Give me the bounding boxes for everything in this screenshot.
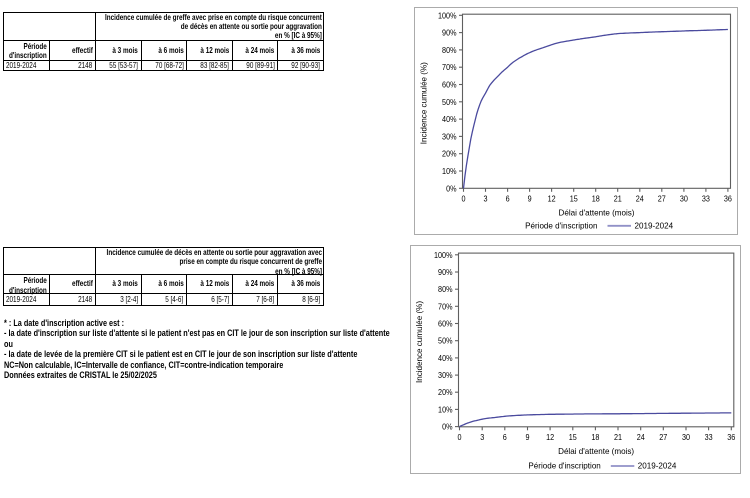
svg-text:40%: 40% xyxy=(442,115,456,125)
svg-text:0: 0 xyxy=(461,194,466,204)
svg-text:27: 27 xyxy=(657,194,665,204)
svg-text:9: 9 xyxy=(525,432,529,442)
svg-text:Période d'inscription: Période d'inscription xyxy=(525,220,598,230)
svg-text:60%: 60% xyxy=(442,80,456,90)
svg-text:33: 33 xyxy=(701,194,710,204)
svg-text:20%: 20% xyxy=(442,149,456,159)
svg-text:24: 24 xyxy=(635,194,644,204)
svg-text:30: 30 xyxy=(679,194,688,204)
svg-text:80%: 80% xyxy=(438,284,452,294)
svg-text:36: 36 xyxy=(723,194,732,204)
svg-text:15: 15 xyxy=(568,432,577,442)
svg-text:Délai d'attente (mois): Délai d'attente (mois) xyxy=(558,446,634,456)
svg-text:21: 21 xyxy=(613,194,621,204)
svg-text:0%: 0% xyxy=(446,184,456,194)
svg-text:12: 12 xyxy=(547,194,555,204)
svg-text:90%: 90% xyxy=(438,267,452,277)
svg-text:18: 18 xyxy=(591,432,600,442)
svg-text:100%: 100% xyxy=(438,11,456,21)
svg-text:36: 36 xyxy=(727,432,736,442)
svg-text:10%: 10% xyxy=(438,405,452,415)
svg-text:12: 12 xyxy=(546,432,554,442)
svg-text:3: 3 xyxy=(480,432,485,442)
svg-text:10%: 10% xyxy=(442,166,456,176)
svg-text:30%: 30% xyxy=(442,132,456,142)
svg-text:Période d'inscription: Période d'inscription xyxy=(528,460,601,470)
svg-text:Incidence cumulée (%): Incidence cumulée (%) xyxy=(418,62,428,144)
svg-text:60%: 60% xyxy=(438,319,452,329)
svg-text:100%: 100% xyxy=(434,250,452,260)
svg-text:80%: 80% xyxy=(442,45,456,55)
svg-text:Délai d'attente (mois): Délai d'attente (mois) xyxy=(558,207,634,217)
svg-text:9: 9 xyxy=(527,194,531,204)
svg-text:3: 3 xyxy=(483,194,488,204)
svg-text:70%: 70% xyxy=(442,63,456,73)
svg-text:0: 0 xyxy=(457,432,462,442)
svg-text:0%: 0% xyxy=(442,422,452,432)
svg-text:21: 21 xyxy=(613,432,621,442)
svg-text:90%: 90% xyxy=(442,28,456,38)
svg-text:33: 33 xyxy=(704,432,713,442)
svg-text:6: 6 xyxy=(502,432,507,442)
svg-text:27: 27 xyxy=(659,432,667,442)
svg-text:6: 6 xyxy=(505,194,510,204)
svg-text:2019-2024: 2019-2024 xyxy=(634,220,673,230)
svg-text:70%: 70% xyxy=(438,301,452,311)
svg-text:15: 15 xyxy=(569,194,578,204)
svg-text:30: 30 xyxy=(681,432,690,442)
svg-text:30%: 30% xyxy=(438,370,452,380)
svg-text:40%: 40% xyxy=(438,353,452,363)
svg-text:20%: 20% xyxy=(438,387,452,397)
svg-text:2019-2024: 2019-2024 xyxy=(637,460,676,470)
svg-text:50%: 50% xyxy=(438,336,452,346)
svg-text:24: 24 xyxy=(636,432,645,442)
svg-text:18: 18 xyxy=(591,194,600,204)
svg-text:50%: 50% xyxy=(442,97,456,107)
svg-text:Incidence cumulée (%): Incidence cumulée (%) xyxy=(413,300,423,382)
